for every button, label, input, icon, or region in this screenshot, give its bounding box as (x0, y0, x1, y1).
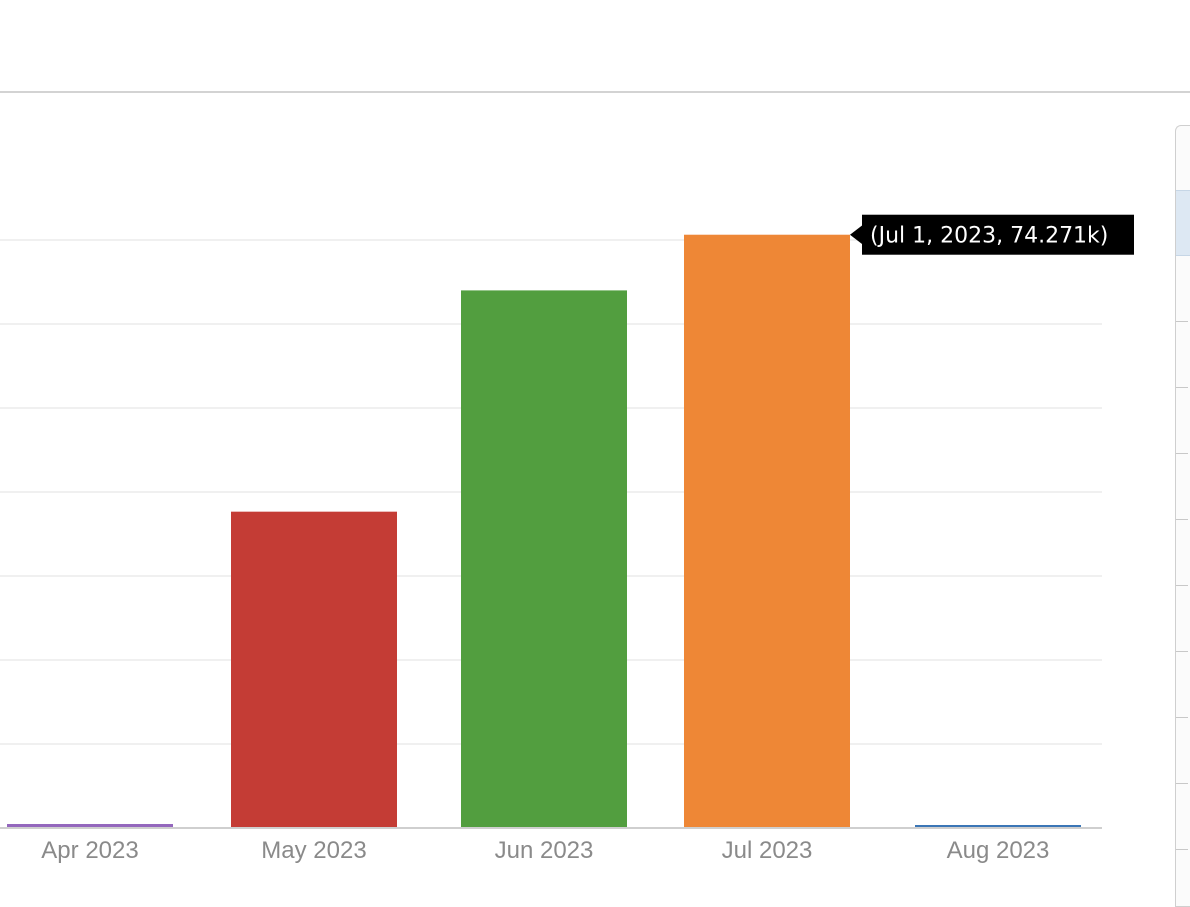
x-tick-label: Jul 2023 (722, 837, 813, 864)
side-panel-tick (1176, 717, 1188, 718)
x-tick-labels: Apr 2023 May 2023 Jun 2023 Jul 2023 Aug 2023 (41, 837, 1049, 864)
x-tick-label: Jun 2023 (495, 837, 594, 864)
tooltip-text: (Jul 1, 2023, 74.271k) (870, 224, 1108, 249)
tooltip-box (862, 214, 1134, 255)
side-panel-tick (1176, 453, 1188, 454)
side-panel-tick (1176, 849, 1188, 850)
bar-may-2023[interactable] (231, 511, 397, 828)
bar-chart: Apr 2023 May 2023 Jun 2023 Jul 2023 Aug 2023… (0, 214, 1134, 864)
side-panel-tick (1176, 651, 1188, 652)
bar-jun-2023[interactable] (461, 290, 627, 828)
side-panel-tick (1176, 387, 1188, 388)
side-panel-tick (1176, 783, 1188, 784)
x-tick-label: May 2023 (261, 837, 366, 864)
side-panel-selected-row (1176, 190, 1190, 256)
x-tick-label: Aug 2023 (947, 837, 1050, 864)
chart-header-area (0, 0, 1190, 92)
side-panel-tick (1176, 321, 1188, 322)
header-divider (0, 91, 1190, 93)
side-panel (1175, 125, 1190, 907)
side-panel-tick (1176, 519, 1188, 520)
tooltip-arrow (850, 224, 863, 245)
bars (7, 234, 1081, 828)
bar-aug-2023[interactable] (915, 825, 1081, 828)
x-tick-label: Apr 2023 (41, 837, 138, 864)
bar-jul-2023[interactable] (684, 234, 850, 828)
side-panel-tick (1176, 585, 1188, 586)
bar-apr-2023[interactable] (7, 824, 173, 828)
tooltip: (Jul 1, 2023, 74.271k) (850, 214, 1134, 255)
